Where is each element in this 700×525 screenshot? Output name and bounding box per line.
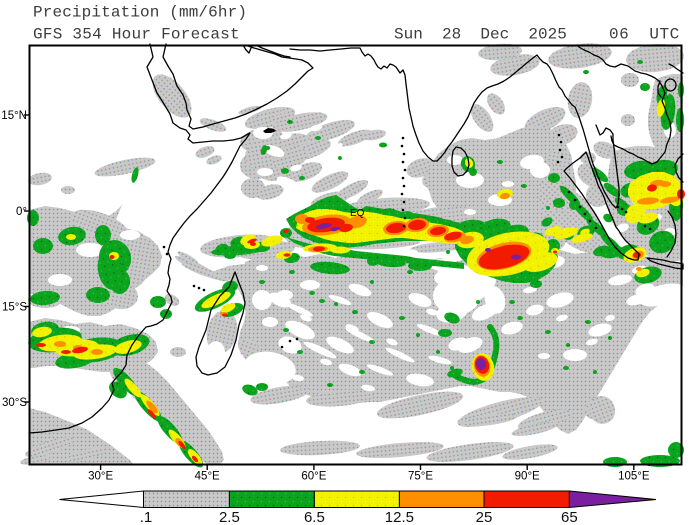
svg-text:Sun 28 Dec 2025: Sun 28 Dec 2025 [394, 26, 567, 44]
svg-text:15°S: 15°S [2, 302, 27, 314]
svg-text:30°S: 30°S [2, 397, 27, 409]
svg-text:15°N: 15°N [1, 110, 27, 122]
svg-text:75°E: 75°E [408, 471, 433, 483]
svg-text:06 UTC: 06 UTC [609, 26, 680, 44]
svg-text:90°E: 90°E [515, 471, 540, 483]
svg-text:60°E: 60°E [301, 471, 326, 483]
svg-text:6.5: 6.5 [304, 509, 325, 525]
svg-text:GFS 354 Hour Forecast: GFS 354 Hour Forecast [33, 26, 240, 44]
svg-text:12.5: 12.5 [385, 509, 414, 525]
svg-text:Precipitation (mm/6hr): Precipitation (mm/6hr) [33, 4, 247, 22]
svg-text:30°E: 30°E [88, 471, 113, 483]
svg-text:25: 25 [476, 509, 493, 525]
svg-text:0°: 0° [16, 206, 27, 218]
svg-text:105°E: 105°E [618, 471, 650, 483]
svg-text:.1: .1 [140, 509, 153, 525]
svg-text:45°E: 45°E [195, 471, 220, 483]
svg-text:EQ: EQ [350, 208, 365, 219]
svg-text:2.5: 2.5 [219, 509, 240, 525]
svg-text:65: 65 [561, 509, 578, 525]
